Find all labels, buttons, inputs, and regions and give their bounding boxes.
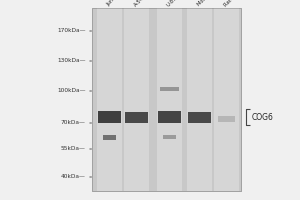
Text: 55kDa—: 55kDa— — [61, 146, 85, 152]
Text: 40kDa—: 40kDa— — [61, 174, 85, 180]
Text: U-87MG: U-87MG — [166, 0, 184, 7]
Bar — [214, 8, 239, 191]
Bar — [163, 135, 176, 139]
Bar — [103, 134, 116, 140]
Text: 100kDa—: 100kDa— — [57, 88, 86, 93]
Text: Mouse kidney: Mouse kidney — [196, 0, 225, 7]
Bar — [92, 8, 242, 191]
Text: 170kDa—: 170kDa— — [57, 28, 86, 33]
Bar — [97, 8, 122, 191]
Bar — [157, 8, 182, 191]
Bar — [218, 116, 235, 122]
Bar — [98, 111, 121, 123]
Text: Jurkat: Jurkat — [106, 0, 121, 7]
Bar — [158, 111, 181, 123]
Bar — [187, 8, 212, 191]
Text: 130kDa—: 130kDa— — [57, 58, 86, 64]
Bar — [125, 112, 148, 122]
Text: Rat testis: Rat testis — [223, 0, 244, 7]
Bar — [160, 87, 178, 91]
Bar — [188, 112, 211, 122]
Bar — [92, 8, 242, 191]
Bar — [124, 8, 149, 191]
Text: COG6: COG6 — [251, 112, 273, 121]
Text: 70kDa—: 70kDa— — [61, 120, 85, 126]
Text: A-549: A-549 — [133, 0, 148, 7]
